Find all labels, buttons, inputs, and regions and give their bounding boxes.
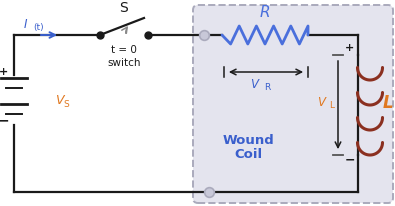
Text: Coil: Coil bbox=[234, 149, 262, 162]
Text: Wound: Wound bbox=[222, 133, 274, 146]
Text: S: S bbox=[120, 1, 128, 15]
Text: switch: switch bbox=[107, 58, 141, 68]
Text: I: I bbox=[24, 18, 28, 30]
Text: V: V bbox=[55, 94, 64, 107]
Text: t = 0: t = 0 bbox=[111, 45, 137, 55]
Text: −: − bbox=[345, 153, 355, 166]
FancyBboxPatch shape bbox=[193, 5, 393, 203]
Text: L: L bbox=[383, 94, 393, 112]
Text: L: L bbox=[329, 101, 334, 110]
Text: +: + bbox=[0, 67, 8, 77]
Text: V: V bbox=[317, 96, 325, 109]
Text: +: + bbox=[345, 43, 355, 53]
Text: V: V bbox=[250, 77, 258, 90]
Text: S: S bbox=[63, 99, 69, 109]
Text: R: R bbox=[264, 82, 270, 91]
Text: −: − bbox=[0, 113, 9, 127]
Text: R: R bbox=[260, 5, 270, 20]
Text: (t): (t) bbox=[33, 22, 43, 32]
